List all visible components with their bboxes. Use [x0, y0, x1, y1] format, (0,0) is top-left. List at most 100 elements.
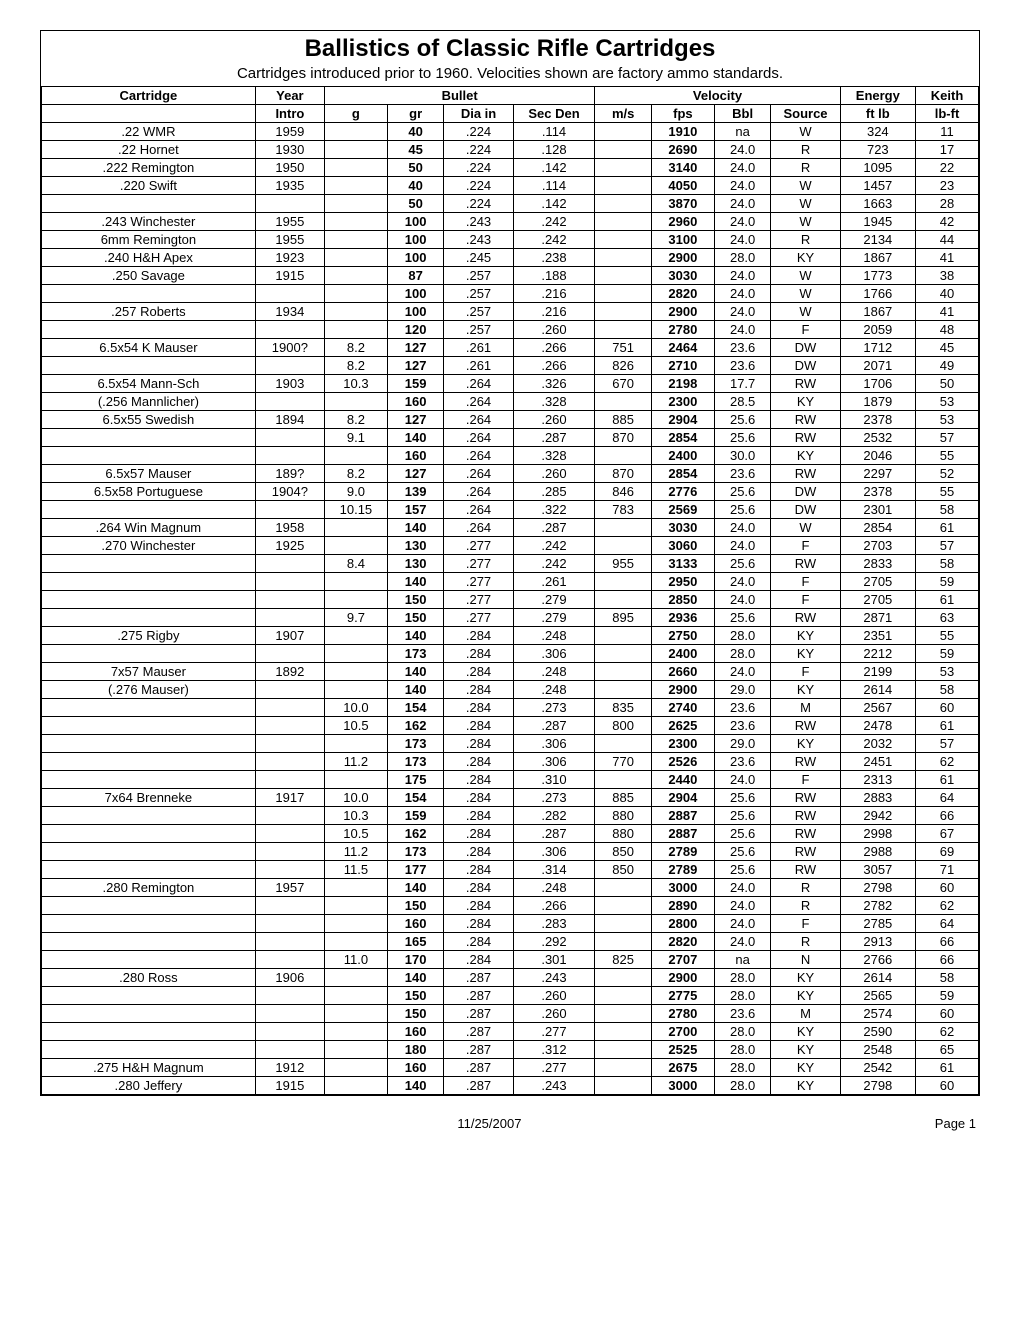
cell-g: [324, 159, 387, 177]
page-subtitle: Cartridges introduced prior to 1960. Vel…: [41, 65, 979, 82]
cell-year: [255, 1023, 324, 1041]
cell-g: 11.5: [324, 861, 387, 879]
table-row: 10.0154.284.273835274023.6M256760: [42, 699, 979, 717]
cell-gr: 140: [387, 879, 444, 897]
cell-en: 324: [840, 123, 915, 141]
cell-ms: [595, 267, 652, 285]
cell-name: [42, 501, 256, 519]
cell-gr: 170: [387, 951, 444, 969]
cell-bbl: 23.6: [714, 753, 771, 771]
cell-dia: .224: [444, 141, 513, 159]
table-row: 50.224.142387024.0W166328: [42, 195, 979, 213]
cell-sd: .273: [513, 699, 595, 717]
cell-src: F: [771, 537, 840, 555]
cell-bbl: 24.0: [714, 663, 771, 681]
cell-ms: 826: [595, 357, 652, 375]
table-row: 11.2173.284.306850278925.6RW298869: [42, 843, 979, 861]
cell-fps: 2569: [651, 501, 714, 519]
cell-bbl: 24.0: [714, 879, 771, 897]
cell-year: [255, 501, 324, 519]
cell-src: DW: [771, 501, 840, 519]
cell-dia: .284: [444, 645, 513, 663]
cell-k: 52: [916, 465, 979, 483]
sub-fps: fps: [651, 105, 714, 123]
cell-k: 71: [916, 861, 979, 879]
cell-fps: 2854: [651, 429, 714, 447]
cell-g: [324, 897, 387, 915]
cell-fps: 2400: [651, 447, 714, 465]
cell-ms: [595, 969, 652, 987]
cell-src: KY: [771, 681, 840, 699]
cell-sd: .243: [513, 969, 595, 987]
cell-bbl: 28.5: [714, 393, 771, 411]
cell-year: 1900?: [255, 339, 324, 357]
cell-bbl: 28.0: [714, 1077, 771, 1095]
cell-name: .22 Hornet: [42, 141, 256, 159]
cell-k: 57: [916, 429, 979, 447]
cell-fps: 2960: [651, 213, 714, 231]
cell-en: 1867: [840, 303, 915, 321]
table-row: 120.257.260278024.0F205948: [42, 321, 979, 339]
cell-year: [255, 717, 324, 735]
cell-sd: .312: [513, 1041, 595, 1059]
table-row: (.276 Mauser)140.284.248290029.0KY261458: [42, 681, 979, 699]
cell-k: 53: [916, 393, 979, 411]
cell-fps: 2525: [651, 1041, 714, 1059]
cell-g: [324, 915, 387, 933]
cell-sd: .285: [513, 483, 595, 501]
cell-src: KY: [771, 969, 840, 987]
cell-name: [42, 897, 256, 915]
cell-src: M: [771, 699, 840, 717]
cell-k: 44: [916, 231, 979, 249]
cell-sd: .326: [513, 375, 595, 393]
cell-src: DW: [771, 357, 840, 375]
cell-dia: .224: [444, 123, 513, 141]
cell-dia: .284: [444, 915, 513, 933]
cell-gr: 140: [387, 573, 444, 591]
cell-k: 53: [916, 663, 979, 681]
cell-bbl: 25.6: [714, 483, 771, 501]
cell-gr: 140: [387, 1077, 444, 1095]
cell-ms: 895: [595, 609, 652, 627]
cell-name: .264 Win Magnum: [42, 519, 256, 537]
table-row: 8.4130.277.242955313325.6RW283358: [42, 555, 979, 573]
sub-g: g: [324, 105, 387, 123]
cell-ms: [595, 231, 652, 249]
cell-name: [42, 195, 256, 213]
cell-year: [255, 699, 324, 717]
cell-gr: 175: [387, 771, 444, 789]
cell-src: R: [771, 159, 840, 177]
cell-src: KY: [771, 393, 840, 411]
cell-bbl: 24.0: [714, 591, 771, 609]
table-row: .222 Remington195050.224.142314024.0R109…: [42, 159, 979, 177]
cell-bbl: 23.6: [714, 465, 771, 483]
cell-k: 50: [916, 375, 979, 393]
cell-year: [255, 591, 324, 609]
cell-gr: 173: [387, 843, 444, 861]
cell-dia: .284: [444, 807, 513, 825]
table-row: 9.7150.277.279895293625.6RW287163: [42, 609, 979, 627]
cell-ms: [595, 123, 652, 141]
table-row: .280 Ross1906140.287.243290028.0KY261458: [42, 969, 979, 987]
cell-sd: .260: [513, 321, 595, 339]
cell-name: [42, 429, 256, 447]
cell-gr: 160: [387, 915, 444, 933]
cell-fps: 2710: [651, 357, 714, 375]
cell-k: 41: [916, 249, 979, 267]
cell-sd: .260: [513, 411, 595, 429]
table-row: .280 Remington1957140.284.248300024.0R27…: [42, 879, 979, 897]
cell-name: [42, 645, 256, 663]
cell-g: 9.0: [324, 483, 387, 501]
cell-ms: [595, 249, 652, 267]
cell-ms: 885: [595, 789, 652, 807]
cell-sd: .266: [513, 339, 595, 357]
table-row: .264 Win Magnum1958140.264.287303024.0W2…: [42, 519, 979, 537]
cell-sd: .114: [513, 177, 595, 195]
cell-src: R: [771, 879, 840, 897]
cell-bbl: 24.0: [714, 213, 771, 231]
cell-k: 59: [916, 573, 979, 591]
cell-en: 1766: [840, 285, 915, 303]
cell-en: 2542: [840, 1059, 915, 1077]
cell-src: KY: [771, 1077, 840, 1095]
cell-year: [255, 285, 324, 303]
